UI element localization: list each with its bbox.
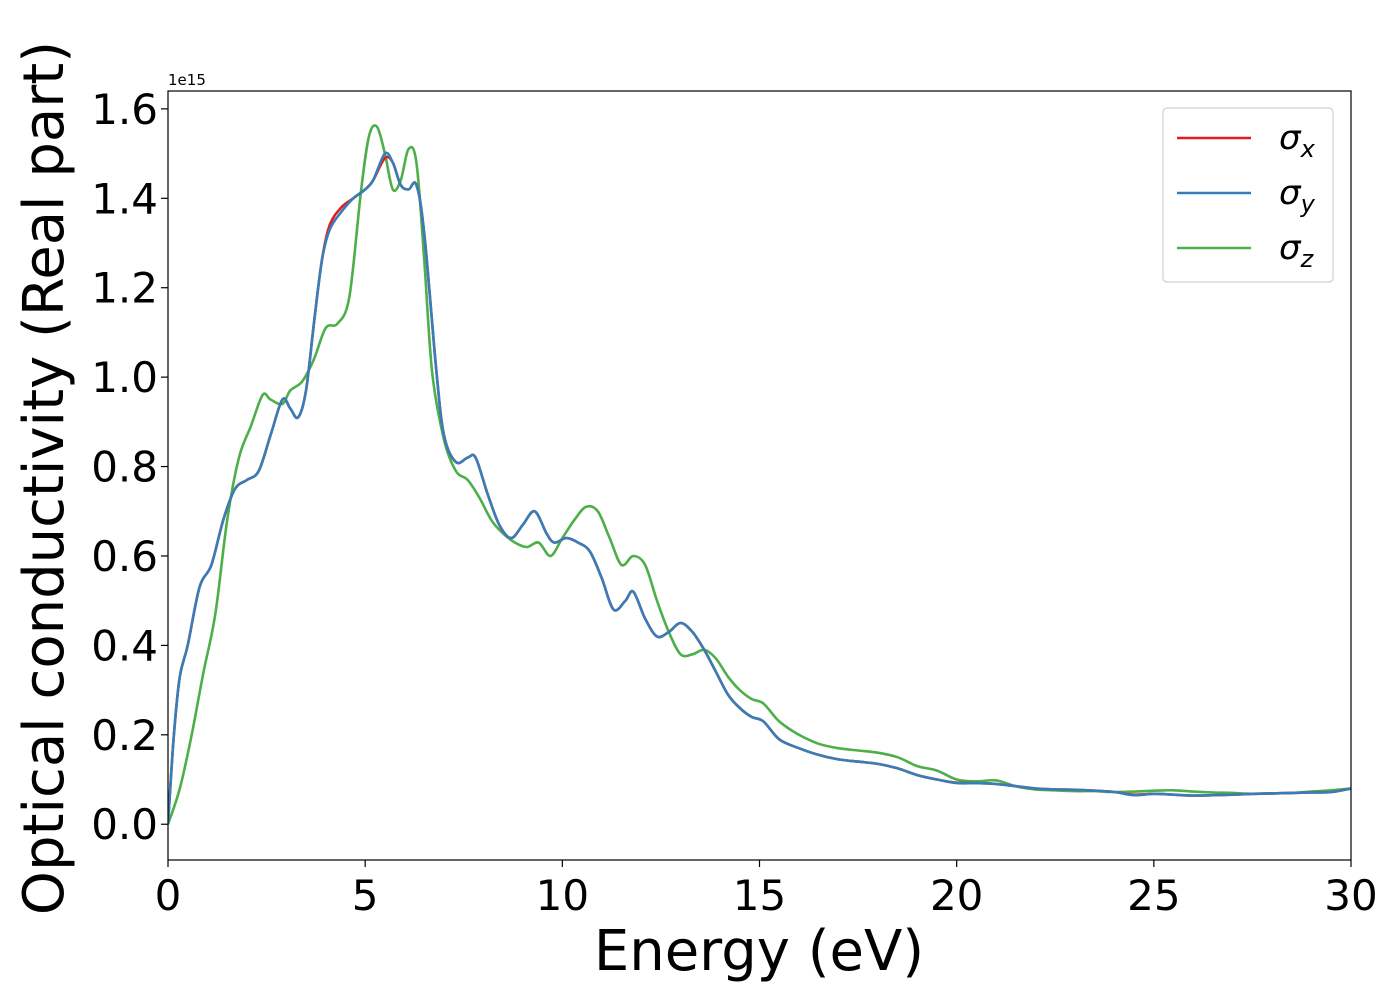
y-axis-title: Optical conductivity (Real part) xyxy=(12,41,77,915)
x-axis-ticks: 0 5 10 15 20 25 30 xyxy=(155,860,1378,920)
plot-lines xyxy=(168,124,1351,825)
legend-entry-sigma-x: σx xyxy=(1177,118,1316,163)
series-line-sigma-y xyxy=(168,151,1351,825)
legend: σx σy σz xyxy=(1162,107,1334,283)
y-tick-label: 1.6 xyxy=(91,85,158,134)
y-tick-label: 1.2 xyxy=(91,264,158,313)
legend-entry-sigma-y: σy xyxy=(1177,173,1316,218)
x-axis-title: Energy (eV) xyxy=(594,919,924,984)
x-tick-label: 30 xyxy=(1324,871,1377,920)
y-tick-label: 0.4 xyxy=(91,621,158,670)
x-tick-label: 25 xyxy=(1127,871,1180,920)
y-tick-label: 0.6 xyxy=(91,532,158,581)
y-tick-label: 1.4 xyxy=(91,174,158,223)
y-tick-label: 0.8 xyxy=(91,443,158,492)
x-tick-label: 10 xyxy=(536,871,589,920)
y-axis-ticks: 0.0 0.2 0.4 0.6 0.8 1.0 1.2 1.4 1.6 xyxy=(91,85,168,849)
series-line-sigma-z xyxy=(168,124,1351,825)
legend-entry-sigma-z: σz xyxy=(1177,228,1315,273)
y-offset-text: 1e15 xyxy=(168,71,206,89)
y-tick-label: 0.0 xyxy=(91,800,158,849)
legend-label: σz xyxy=(1279,228,1315,273)
legend-label: σy xyxy=(1279,173,1316,218)
x-tick-label: 0 xyxy=(155,871,182,920)
y-tick-label: 0.2 xyxy=(91,711,158,760)
y-tick-label: 1.0 xyxy=(91,353,158,402)
legend-label: σx xyxy=(1279,118,1316,163)
x-tick-label: 5 xyxy=(352,871,379,920)
x-tick-label: 20 xyxy=(930,871,983,920)
x-tick-label: 15 xyxy=(733,871,786,920)
legend-box xyxy=(1162,107,1334,283)
legend-entries: σx σy σz xyxy=(1177,118,1316,273)
